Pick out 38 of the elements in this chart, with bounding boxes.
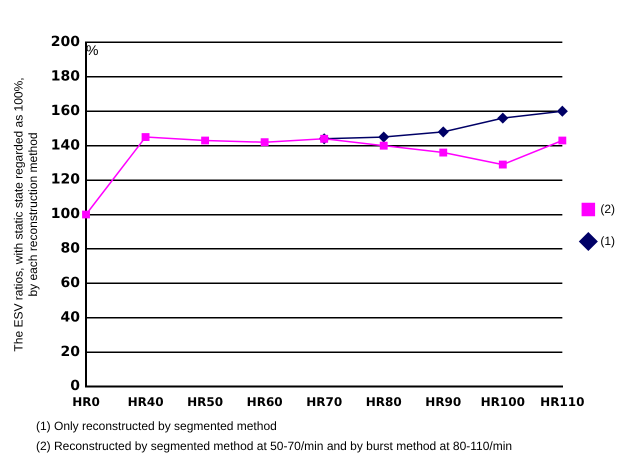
point xyxy=(378,132,389,142)
point xyxy=(558,136,566,144)
y-tick-label: 120 xyxy=(50,172,80,188)
y-tick-label: 160 xyxy=(50,102,80,119)
x-tick-label: HR70 xyxy=(306,394,342,409)
y-tick-label: 60 xyxy=(60,274,80,291)
point xyxy=(439,148,448,156)
annotation: % xyxy=(86,42,98,58)
x-tick-label: HR0 xyxy=(72,394,100,409)
y-axis-title: The ESV ratios, with static state regarded as 100%, by each reconstruction method xyxy=(12,77,40,352)
x-tick-label: HR110 xyxy=(540,394,585,409)
x-tick-label: HR80 xyxy=(366,394,402,409)
point xyxy=(201,136,210,144)
point xyxy=(260,138,269,146)
x-tick-label: HR40 xyxy=(128,394,164,409)
text: (2) Reconstructed by segmented method at 50-70/min and by burst method at 80-110/min xyxy=(36,439,514,453)
point xyxy=(82,210,90,218)
x-tick-label: HR50 xyxy=(187,394,224,409)
point xyxy=(380,142,388,150)
y-tick-label: 40 xyxy=(60,309,80,326)
legend-label: (1) xyxy=(600,234,616,248)
y-tick-label: 100 xyxy=(50,206,80,222)
x-tick-label: HR100 xyxy=(480,394,525,409)
x-tick-label: HR90 xyxy=(425,394,462,409)
x-tick-label: HR60 xyxy=(246,394,283,409)
y-tick-label: 180 xyxy=(50,68,80,84)
point xyxy=(142,133,150,141)
y-tick-label: 0 xyxy=(70,378,80,394)
point xyxy=(498,112,508,124)
point xyxy=(557,106,568,116)
y-tick-label: 140 xyxy=(50,137,80,154)
point xyxy=(438,126,449,138)
y-tick-label: 80 xyxy=(60,240,80,257)
point xyxy=(498,160,507,169)
legend-label: (2) xyxy=(600,202,616,216)
text: (1) Only reconstructed by segmented method xyxy=(36,419,278,433)
y-tick-label: 200 xyxy=(50,34,80,50)
y-tick-label: 20 xyxy=(60,344,80,360)
